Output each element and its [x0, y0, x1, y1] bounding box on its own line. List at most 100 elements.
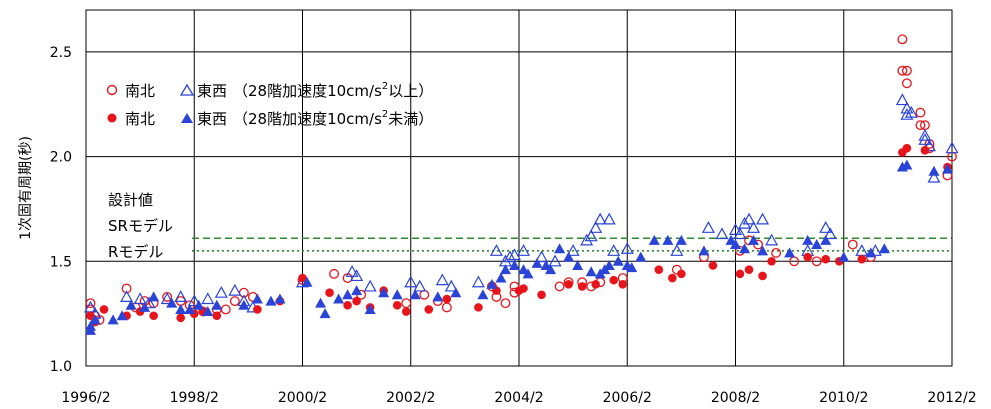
data-point	[301, 276, 313, 287]
data-point	[730, 239, 741, 250]
data-point	[901, 78, 912, 89]
data-point	[435, 273, 449, 286]
data-point	[535, 250, 549, 263]
data-point	[654, 265, 664, 274]
data-point	[107, 314, 119, 325]
data-point	[342, 289, 354, 300]
data-point	[444, 279, 458, 292]
data-point	[811, 239, 823, 250]
data-point	[474, 303, 483, 312]
data-point	[89, 314, 101, 325]
data-point	[149, 311, 158, 321]
data-point	[350, 269, 364, 282]
data-point	[176, 313, 186, 323]
data-point	[670, 244, 684, 256]
data-point	[363, 279, 377, 292]
data-point	[677, 269, 686, 279]
data-point	[915, 107, 926, 118]
x-tick-label: 2006/2	[603, 390, 652, 406]
data-point	[662, 234, 674, 245]
legend-condition-1: （28階加速度10cm/s2以上）	[233, 81, 433, 100]
data-point	[471, 275, 485, 288]
data-point	[900, 107, 914, 120]
data-point	[450, 287, 462, 298]
data-point	[120, 290, 134, 302]
data-point	[486, 278, 498, 289]
data-point	[897, 65, 908, 76]
data-point	[563, 251, 575, 262]
data-point	[758, 271, 767, 281]
legend: 南北 東西 （28階加速度10cm/s2以上） 南北 東西 （28階加速度10c…	[106, 81, 433, 128]
data-point	[477, 289, 489, 300]
data-point	[391, 289, 403, 300]
data-point	[811, 256, 822, 267]
data-point	[868, 244, 882, 256]
y-tick-label: 2.0	[50, 150, 72, 166]
legend-condition-1-sup: 2	[382, 81, 388, 92]
data-point	[175, 303, 187, 314]
data-point	[803, 252, 812, 262]
legend-ew-label-2: 東西	[197, 110, 227, 128]
data-point	[133, 292, 147, 305]
data-point	[618, 280, 628, 289]
data-point	[548, 254, 562, 267]
data-point	[148, 291, 160, 302]
legend-marker-ew-open	[179, 83, 195, 96]
data-point	[920, 146, 930, 155]
data-point	[915, 120, 926, 131]
data-point	[748, 234, 760, 245]
x-tick-label: 1998/2	[170, 390, 219, 406]
data-point	[99, 305, 109, 314]
data-point	[757, 245, 769, 256]
data-point	[648, 234, 660, 245]
data-point	[747, 221, 761, 233]
data-point	[404, 275, 418, 288]
legend-marker-ew-filled	[181, 113, 193, 123]
data-point	[784, 247, 796, 258]
data-point	[591, 280, 600, 289]
data-point	[554, 243, 566, 254]
data-point	[715, 227, 729, 240]
data-point	[857, 254, 867, 264]
data-point	[602, 212, 616, 225]
r-model-label: Rモデル	[108, 243, 163, 261]
data-point	[298, 273, 307, 283]
y-tick-labels: 1.0 1.5 2.0 2.5	[50, 45, 72, 375]
data-point	[742, 212, 756, 225]
data-point	[838, 251, 850, 262]
data-point	[728, 223, 743, 235]
data-point	[516, 244, 531, 256]
data-point	[211, 299, 223, 310]
data-point	[333, 293, 345, 304]
data-point	[626, 262, 638, 273]
data-point	[895, 93, 909, 106]
data-point	[519, 284, 528, 293]
data-point	[499, 264, 511, 275]
legend-ns-label-2: 南北	[125, 110, 155, 128]
data-point	[85, 298, 96, 309]
data-point	[392, 300, 402, 310]
data-point	[928, 165, 940, 176]
data-point	[319, 308, 331, 319]
data-point	[918, 128, 932, 141]
data-point	[160, 292, 174, 305]
data-point	[508, 259, 520, 270]
data-point	[941, 163, 953, 174]
data-point	[142, 296, 156, 309]
data-point	[927, 170, 941, 183]
data-point	[343, 300, 352, 310]
data-point	[580, 233, 594, 246]
x-tick-labels: 1996/2 1998/2 2000/2 2002/2 2004/2 2006/2 2008…	[61, 390, 976, 406]
data-point	[902, 143, 912, 153]
data-point	[409, 289, 421, 300]
data-point	[401, 307, 411, 316]
data-point	[765, 233, 779, 246]
data-point	[495, 272, 507, 283]
legend-ns-label-1: 南北	[125, 82, 155, 100]
data-point	[771, 247, 782, 258]
data-point	[86, 311, 95, 321]
data-point	[202, 306, 214, 317]
data-point	[767, 256, 776, 266]
data-point	[352, 296, 361, 306]
legend-ew-label-1: 東西	[197, 82, 227, 100]
